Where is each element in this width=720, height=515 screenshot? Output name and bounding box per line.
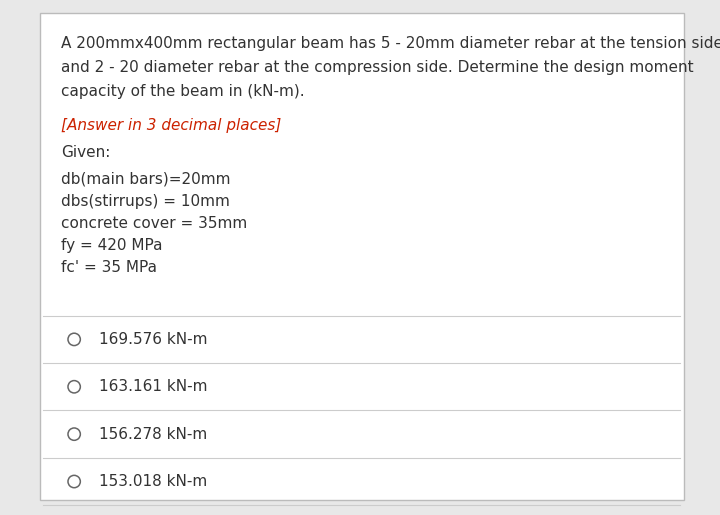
Text: and 2 - 20 diameter rebar at the compression side. Determine the design moment: and 2 - 20 diameter rebar at the compres… (61, 60, 694, 75)
Text: 156.278 kN-m: 156.278 kN-m (99, 426, 207, 442)
Text: Given:: Given: (61, 145, 111, 160)
Text: [Answer in 3 decimal places]: [Answer in 3 decimal places] (61, 118, 282, 133)
FancyBboxPatch shape (40, 13, 684, 500)
Text: 163.161 kN-m: 163.161 kN-m (99, 379, 207, 394)
Text: dbs(stirrups) = 10mm: dbs(stirrups) = 10mm (61, 194, 230, 209)
Text: A 200mmx400mm rectangular beam has 5 - 20mm diameter rebar at the tension side: A 200mmx400mm rectangular beam has 5 - 2… (61, 36, 720, 51)
Text: db(main bars)=20mm: db(main bars)=20mm (61, 171, 230, 186)
Text: 169.576 kN-m: 169.576 kN-m (99, 332, 207, 347)
Text: capacity of the beam in (kN-m).: capacity of the beam in (kN-m). (61, 84, 305, 99)
Text: concrete cover = 35mm: concrete cover = 35mm (61, 216, 248, 231)
Text: 153.018 kN-m: 153.018 kN-m (99, 474, 207, 489)
Text: fc' = 35 MPa: fc' = 35 MPa (61, 260, 157, 275)
Text: fy = 420 MPa: fy = 420 MPa (61, 238, 163, 253)
